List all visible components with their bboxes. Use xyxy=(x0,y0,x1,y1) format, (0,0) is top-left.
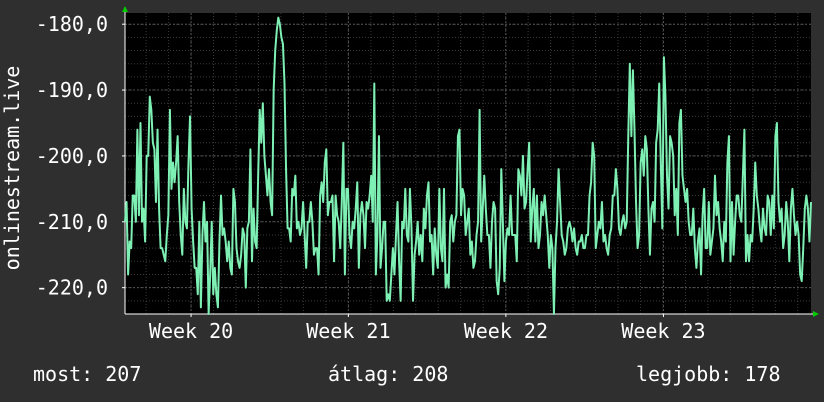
x-tick-label: Week 21 xyxy=(306,319,390,343)
y-tick-label: -200,0 xyxy=(36,144,108,168)
y-tick-label: -180,0 xyxy=(36,12,108,36)
grid xyxy=(125,13,811,315)
y-axis-arrow xyxy=(122,6,128,12)
x-tick-label: Week 23 xyxy=(621,319,705,343)
y-axis-ticks: -180,0 -190,0 -200,0 -210,0 -220,0 xyxy=(36,12,125,300)
x-tick-label: Week 22 xyxy=(464,319,548,343)
stat-current: most: 207 xyxy=(33,362,142,386)
series-line-0 xyxy=(124,16,812,315)
y-axis-label: onlinestream.live xyxy=(0,66,24,271)
x-axis-arrow xyxy=(813,311,819,317)
y-tick-label: -210,0 xyxy=(36,210,108,234)
x-tick-label: Week 20 xyxy=(149,319,233,343)
axes xyxy=(122,6,819,317)
y-tick-label: -220,0 xyxy=(36,276,108,300)
stat-average: átlag: 208 xyxy=(328,362,449,386)
y-tick-label: -190,0 xyxy=(36,78,108,102)
series-group xyxy=(124,16,812,315)
x-axis-ticks: Week 20 Week 21 Week 22 Week 23 xyxy=(149,314,706,343)
stat-best: legjobb: 178 xyxy=(636,362,781,386)
